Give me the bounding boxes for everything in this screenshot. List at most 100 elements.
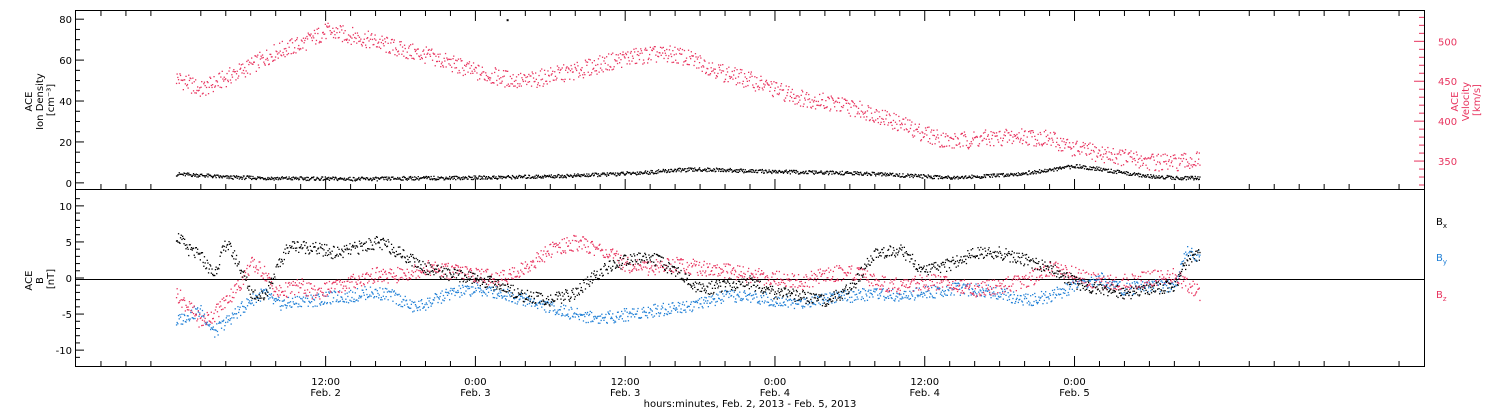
data-point	[795, 97, 797, 99]
data-point	[239, 176, 241, 178]
data-point	[1138, 176, 1140, 178]
data-point	[568, 309, 570, 311]
data-point	[333, 290, 335, 292]
data-point	[846, 300, 848, 302]
data-point	[1170, 177, 1172, 179]
data-point	[252, 175, 254, 178]
data-point	[300, 305, 303, 308]
data-point	[810, 107, 813, 109]
data-point	[876, 173, 878, 175]
data-point	[289, 39, 292, 41]
data-point	[758, 88, 760, 91]
data-point	[1108, 151, 1110, 153]
data-point	[283, 48, 285, 50]
data-point	[300, 297, 302, 300]
data-point	[573, 173, 576, 175]
data-point	[976, 135, 978, 138]
data-point	[864, 290, 867, 292]
data-point	[401, 179, 403, 181]
data-point	[271, 178, 273, 180]
data-point	[319, 304, 322, 306]
data-point	[620, 59, 622, 61]
data-point	[272, 177, 274, 179]
data-point	[1145, 164, 1147, 166]
data-point	[755, 293, 757, 295]
data-point	[180, 299, 182, 301]
data-point	[913, 135, 916, 137]
data-point	[1047, 170, 1049, 173]
data-point	[328, 292, 331, 294]
data-point	[431, 59, 434, 61]
data-point	[782, 171, 784, 173]
data-point	[607, 174, 609, 176]
data-point	[517, 177, 519, 179]
data-point	[696, 301, 698, 303]
data-point	[884, 297, 886, 299]
data-point	[1017, 301, 1019, 304]
data-point	[1004, 175, 1006, 177]
data-point	[1083, 165, 1085, 167]
data-point	[397, 51, 399, 53]
data-point	[225, 321, 227, 324]
data-point	[1122, 293, 1124, 296]
data-point	[1127, 161, 1129, 163]
data-point	[795, 300, 798, 302]
data-point	[697, 56, 699, 58]
data-point	[877, 121, 879, 124]
data-point	[185, 321, 187, 323]
data-point	[1007, 173, 1009, 175]
data-point	[776, 302, 778, 305]
data-point	[407, 177, 409, 180]
data-point	[1057, 288, 1059, 290]
data-point	[1080, 167, 1082, 169]
data-point	[944, 177, 946, 179]
data-point	[594, 70, 596, 72]
data-point	[839, 171, 841, 173]
data-point	[1185, 175, 1187, 178]
data-point	[629, 311, 631, 313]
data-point	[383, 45, 385, 47]
data-point	[554, 309, 556, 311]
data-point	[705, 71, 707, 74]
data-point	[841, 292, 843, 294]
data-point	[665, 54, 667, 57]
data-point	[553, 305, 555, 307]
data-point	[1102, 168, 1104, 170]
data-point	[487, 176, 490, 178]
data-point	[1189, 167, 1191, 169]
data-point	[826, 106, 828, 108]
data-point	[814, 295, 816, 297]
data-point	[999, 173, 1001, 175]
data-point	[1117, 169, 1119, 171]
data-point	[649, 311, 651, 314]
data-point	[489, 286, 491, 288]
data-point	[569, 174, 572, 176]
data-point	[341, 281, 344, 283]
data-point	[448, 63, 450, 65]
data-point	[313, 299, 316, 301]
data-point	[839, 110, 841, 112]
data-point	[570, 64, 572, 67]
data-point	[482, 290, 484, 292]
data-point	[474, 291, 476, 293]
data-point	[355, 37, 357, 40]
data-point	[629, 63, 631, 65]
data-point	[372, 293, 374, 295]
data-point	[902, 118, 904, 120]
data-point	[443, 57, 445, 59]
data-point	[1015, 172, 1017, 175]
data-point	[396, 293, 398, 296]
data-point	[836, 171, 838, 174]
data-point	[1186, 253, 1188, 255]
data-point	[933, 296, 935, 299]
data-point	[511, 83, 514, 85]
data-point	[752, 169, 754, 171]
data-point	[1109, 284, 1112, 287]
data-point	[527, 296, 529, 298]
data-point	[347, 280, 349, 282]
data-point	[902, 173, 904, 175]
data-point	[823, 172, 825, 174]
data-point	[182, 299, 184, 301]
data-point	[251, 256, 253, 259]
data-point	[1092, 278, 1095, 281]
